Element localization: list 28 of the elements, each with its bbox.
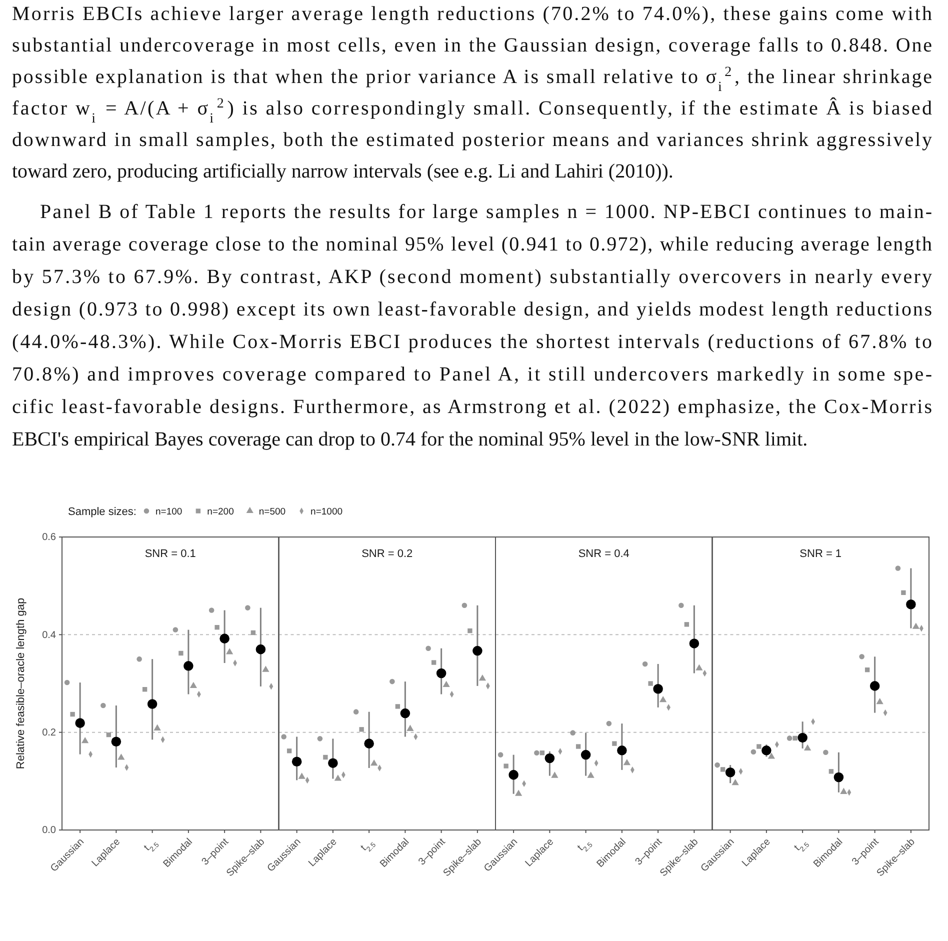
text: SNR = 0.2 — [362, 548, 413, 560]
text: (44.0%-48.3%). While Cox-Morris EBCI produces the shortest intervals (reductions of 67.8% to — [12, 331, 932, 353]
text: EBCI's empirical Bayes coverage can drop to 0.74 for the nominal 95% level in the low-SNR limit. — [12, 428, 808, 450]
text: SNR = 0.1 — [144, 548, 196, 560]
text: toward zero, producing artificially narrow intervals (see e.g. Li and Lahiri (2010)). — [12, 160, 674, 182]
text: SNR = 0.4 — [578, 548, 630, 560]
text: Morris EBCIs achieve larger average length reductions (70.2% to 74.0%), these gains come with — [12, 3, 932, 25]
y-tick-label: 0.6 — [42, 532, 56, 544]
text: Panel B of Table 1 reports the results for large samples n = 1000. NP-EBCI continues to main- — [40, 201, 932, 223]
text: design (0.973 to 0.998) except its own least-favorable design, and yields modest length reductions — [12, 298, 932, 320]
text: SNR = 1 — [800, 548, 842, 560]
text: substantial undercoverage in most cells, even in the Gaussian design, coverage falls to 0.848. One — [12, 34, 932, 56]
y-tick-label: 0.2 — [42, 728, 56, 739]
legend-label: n=200 — [207, 506, 234, 518]
legend-label: n=500 — [258, 506, 286, 518]
text: possible explanation is that when the prior variance A is small relative to σ$_{i}$$^{2}$, the linear shrinkage — [12, 64, 932, 94]
y-axis-title: Relative feasible–oracle length gap — [15, 598, 27, 770]
text: tain average coverage close to the nominal 95% level (0.941 to 0.972), while reducing average length — [12, 234, 932, 256]
legend-label: n=100 — [155, 506, 182, 518]
text: factor w$_{i}$ = A/(A + σ$_{i}$$^{2}$) is also correspondingly small. Consequently, if the estimate Â is biased — [12, 96, 932, 126]
text: cific least-favorable designs. Furthermore, as Armstrong et al. (2022) emphasize, the Cox-Morris — [12, 396, 932, 418]
text: by 57.3% to 67.9%. By contrast, AKP (second moment) substantially overcovers in nearly every — [12, 266, 932, 288]
y-tick-label: 0.0 — [42, 825, 56, 836]
text: downward in small samples, both the estimated posterior means and variances shrink aggressively — [12, 129, 932, 151]
y-tick-label: 0.4 — [42, 630, 56, 641]
legend-title: Sample sizes: — [68, 506, 136, 518]
text: 70.8%) and improves coverage compared to Panel A, it still undercovers markedly in some spe- — [12, 364, 932, 386]
legend-label: n=1000 — [310, 506, 343, 518]
